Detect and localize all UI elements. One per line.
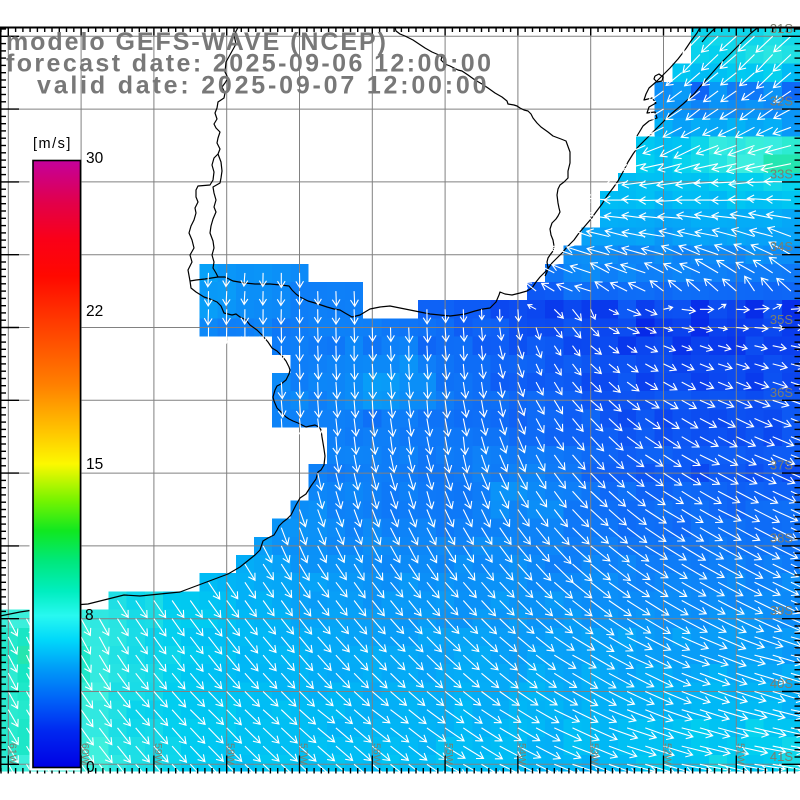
svg-text:33S: 33S bbox=[770, 166, 793, 181]
svg-text:40S: 40S bbox=[770, 676, 793, 691]
svg-text:37S: 37S bbox=[770, 458, 793, 473]
svg-text:39S: 39S bbox=[770, 603, 793, 618]
svg-text:60W: 60W bbox=[79, 743, 91, 765]
svg-text:30: 30 bbox=[86, 150, 104, 167]
svg-text:35S: 35S bbox=[770, 312, 793, 327]
svg-text:22: 22 bbox=[86, 303, 103, 320]
svg-text:61W: 61W bbox=[6, 743, 18, 765]
svg-text:51W: 51W bbox=[734, 743, 746, 765]
svg-text:52W: 52W bbox=[662, 743, 674, 765]
svg-text:8: 8 bbox=[85, 607, 94, 624]
svg-text:53W: 53W bbox=[589, 743, 601, 765]
svg-text:56W: 56W bbox=[370, 743, 382, 765]
svg-text:58W: 58W bbox=[225, 743, 237, 765]
svg-text:valid date: 2025-09-07 12:00:0: valid date: 2025-09-07 12:00:00 bbox=[37, 72, 489, 100]
svg-text:38S: 38S bbox=[770, 530, 793, 545]
svg-text:59W: 59W bbox=[152, 743, 164, 765]
svg-text:forecast date: 2025-09-06 12:0: forecast date: 2025-09-06 12:00:00 bbox=[6, 50, 493, 78]
svg-text:57W: 57W bbox=[298, 743, 310, 765]
svg-text:modelo GEFS-WAVE (NCEP): modelo GEFS-WAVE (NCEP) bbox=[6, 28, 388, 56]
svg-text:32S: 32S bbox=[770, 94, 793, 109]
svg-text:41S: 41S bbox=[770, 749, 793, 764]
svg-text:[m/s]: [m/s] bbox=[33, 136, 72, 152]
svg-text:34S: 34S bbox=[770, 239, 793, 254]
svg-text:55W: 55W bbox=[443, 743, 455, 765]
svg-text:15: 15 bbox=[86, 456, 103, 473]
svg-text:36S: 36S bbox=[770, 385, 793, 400]
svg-text:54W: 54W bbox=[516, 743, 528, 765]
svg-text:0: 0 bbox=[86, 759, 95, 776]
